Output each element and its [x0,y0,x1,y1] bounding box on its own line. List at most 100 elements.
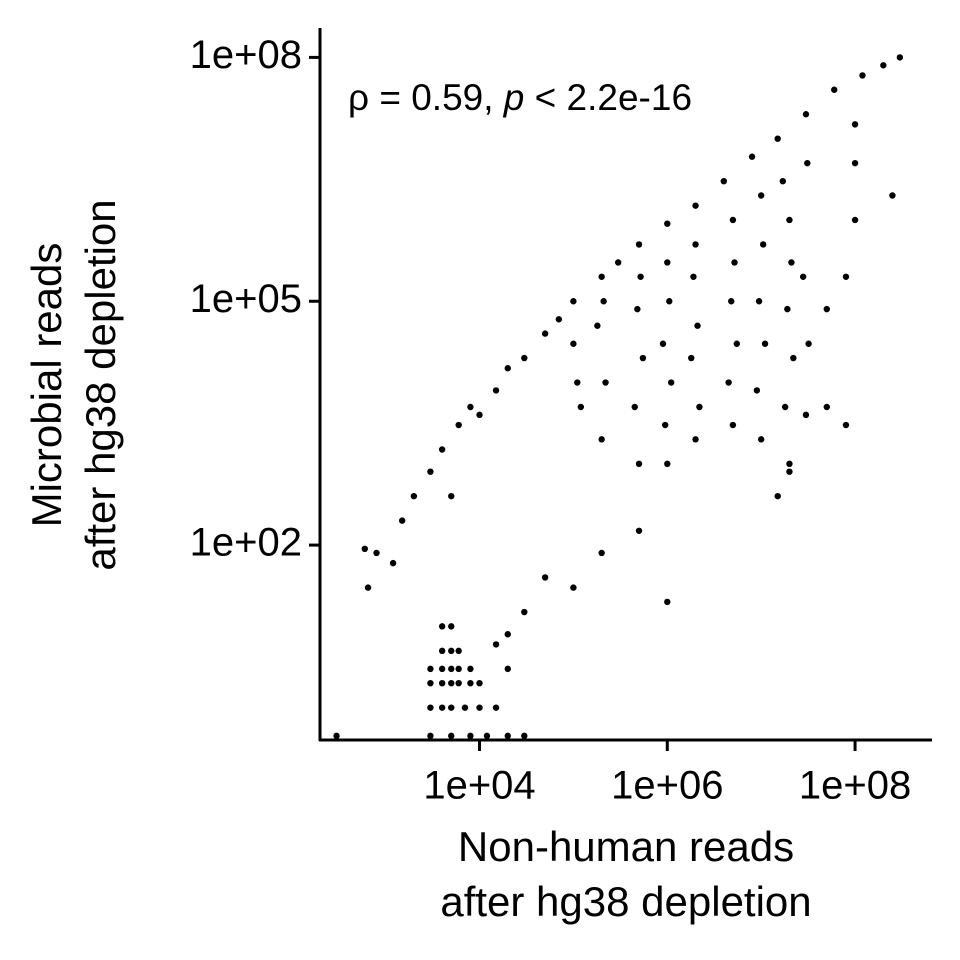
point [492,387,500,394]
point [692,202,699,209]
x-axis-label: after hg38 depletion [440,878,811,925]
point [361,545,368,553]
x-axis-label: Non-human reads [458,823,794,870]
point [570,340,577,347]
point [805,340,812,347]
point [492,641,500,648]
point [859,72,866,79]
point [333,732,340,740]
point [598,273,605,280]
point [438,704,446,711]
point [635,460,643,468]
point [577,403,585,411]
point [600,298,607,305]
point [729,421,737,429]
point [851,121,859,128]
point [694,322,701,329]
point [427,732,434,740]
y-axis-label: Microbial reads [23,243,70,528]
point [842,273,850,280]
point [804,159,811,167]
point [688,354,695,362]
point [427,665,434,673]
point [889,192,896,199]
point [733,340,740,347]
point [896,54,904,61]
point [799,273,807,280]
point [467,403,474,411]
point [504,365,511,372]
point [398,517,406,524]
point [602,379,609,386]
annotation-text: p [503,77,525,118]
point [634,305,641,313]
y-tick-label: 1e+02 [190,521,302,565]
point [427,704,434,711]
point [774,492,781,500]
point [594,322,601,329]
point [786,460,793,468]
point [667,379,675,386]
point [427,468,434,475]
point [786,216,793,224]
point [761,340,769,347]
point [410,492,418,500]
point [448,492,455,500]
point [555,316,563,323]
point [476,411,483,419]
point [455,679,462,687]
point [728,298,735,305]
point [364,584,372,591]
point [448,732,455,740]
point [784,305,791,313]
point [757,192,765,199]
point [802,111,810,118]
point [455,647,462,655]
point [570,584,577,591]
point [438,623,446,630]
point [521,732,528,740]
point [729,216,737,224]
point [476,679,483,687]
point [635,241,643,248]
point [664,598,671,606]
point [373,549,380,557]
point [664,220,671,227]
point [635,527,643,534]
point [631,403,638,411]
point [541,574,549,581]
point [389,559,397,567]
point [823,305,830,313]
point [448,704,455,711]
point [467,732,474,740]
point [598,436,605,443]
point [574,379,581,386]
point [788,259,795,266]
point [504,665,511,673]
point [831,86,838,93]
point [492,704,500,711]
point [541,330,549,337]
annotation-text: ρ = 0.59, [348,77,504,118]
point [692,436,699,443]
x-tick-label: 1e+06 [611,764,723,808]
point [720,177,728,185]
point [748,153,756,160]
point [696,403,703,411]
point [438,446,446,453]
x-tick-label: 1e+04 [423,764,535,808]
point [880,62,887,69]
point [467,679,474,687]
point [790,354,797,362]
point [690,273,697,280]
point [448,679,455,687]
y-tick-label: 1e+08 [190,33,302,77]
y-axis-label: after hg38 depletion [77,199,124,570]
annotation-text: < 2.2e-16 [524,77,692,118]
point [483,732,491,740]
x-tick-label: 1e+08 [799,764,911,808]
point [664,259,671,266]
point [438,679,446,687]
point [802,411,810,419]
